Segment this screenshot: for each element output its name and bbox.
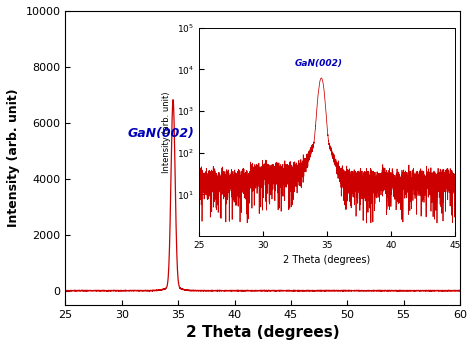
X-axis label: 2 Theta (degrees): 2 Theta (degrees) xyxy=(283,255,371,265)
Text: GaN(002): GaN(002) xyxy=(295,59,343,68)
Y-axis label: Intensity (arb. unit): Intensity (arb. unit) xyxy=(7,88,20,227)
X-axis label: 2 Theta (degrees): 2 Theta (degrees) xyxy=(186,325,339,340)
Y-axis label: Intensity (arb. unit): Intensity (arb. unit) xyxy=(163,91,172,172)
Text: GaN(002): GaN(002) xyxy=(128,127,194,140)
